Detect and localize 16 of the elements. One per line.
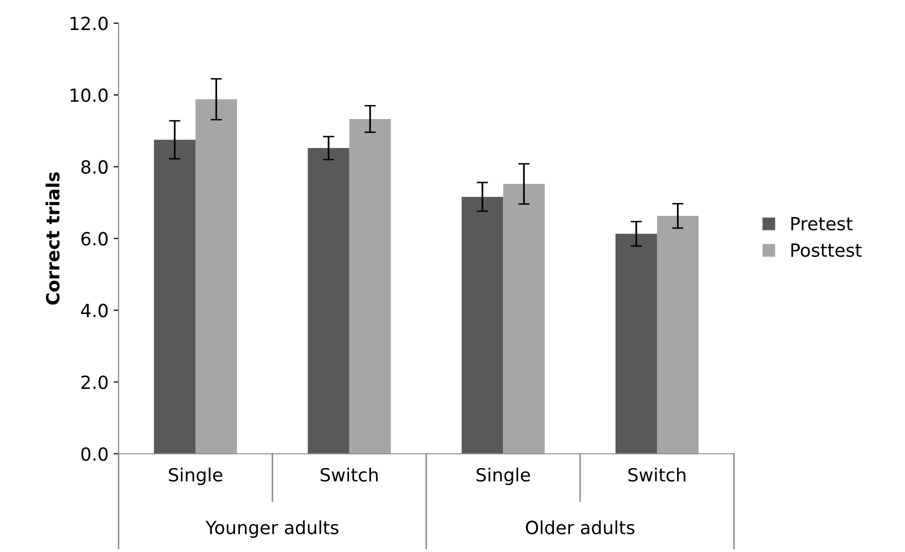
x-tick-label: Switch <box>320 468 378 482</box>
y-tick-label: 8.0 <box>81 160 108 174</box>
y-tick-label: 0.0 <box>81 447 108 461</box>
x-tick-label: Single <box>168 468 222 486</box>
legend-label: Posttest <box>791 244 862 257</box>
y-tick-label: 2.0 <box>81 375 108 390</box>
text: Younger adults <box>205 520 338 538</box>
x-tick-label: Single <box>476 468 530 486</box>
y-tick-label: 12.0 <box>70 16 108 30</box>
y-tick-label: 10.0 <box>70 88 108 102</box>
y-tick-label: 6.0 <box>81 232 108 246</box>
text: Older adults <box>526 520 634 534</box>
y-axis-title: Correct trials <box>46 172 60 305</box>
y-tick-label: 4.0 <box>81 304 108 318</box>
legend-label: Pretest <box>791 217 853 230</box>
x-tick-label: Switch <box>628 468 686 482</box>
